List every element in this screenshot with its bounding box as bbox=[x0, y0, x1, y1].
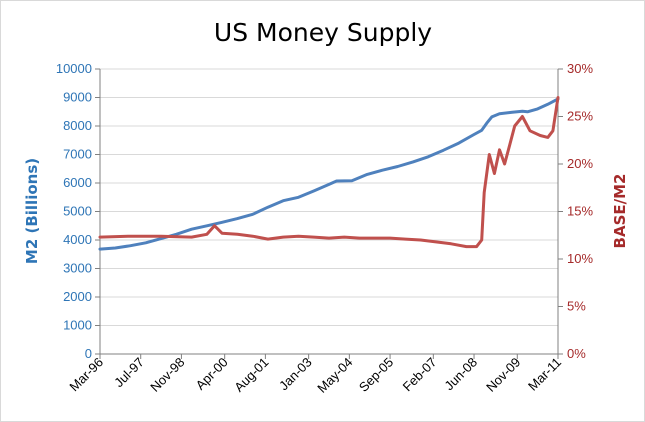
x-tick-label: May-04 bbox=[314, 355, 355, 396]
x-axis-ticks: Mar-96 Jul-97 Nov-98 Apr-00 Aug-01 Jan-03 May-… bbox=[66, 355, 564, 396]
x-tick-label: Apr-00 bbox=[193, 355, 231, 393]
right-tick-label: 5% bbox=[567, 299, 586, 314]
x-tick-label: Aug-01 bbox=[231, 355, 271, 395]
right-tick-label: 20% bbox=[567, 156, 593, 171]
grid bbox=[100, 68, 558, 326]
x-tick-label: Jul-97 bbox=[111, 355, 147, 391]
right-tick-label: 25% bbox=[567, 109, 593, 124]
series-lines bbox=[98, 96, 560, 251]
x-tick-label: Feb-07 bbox=[400, 355, 440, 395]
left-tick-label: 10000 bbox=[56, 61, 92, 76]
x-tick-label: Nov-98 bbox=[147, 355, 187, 395]
x-tick-label: Nov-09 bbox=[483, 355, 523, 395]
left-tick-label: 1000 bbox=[63, 318, 92, 333]
x-tick-label: Mar-11 bbox=[525, 355, 564, 394]
right-axis-label: BASE/M2 bbox=[611, 174, 629, 249]
left-tick-label: 6000 bbox=[63, 175, 92, 190]
x-tick-label: Jun-08 bbox=[441, 355, 480, 394]
left-tick-label: 2000 bbox=[63, 289, 92, 304]
right-tick-label: 30% bbox=[567, 61, 593, 76]
x-tick-label: Jan-03 bbox=[276, 355, 315, 394]
right-tick-label: 15% bbox=[567, 204, 593, 219]
left-tick-label: 9000 bbox=[63, 90, 92, 105]
left-tick-label: 5000 bbox=[63, 204, 92, 219]
right-tick-label: 0% bbox=[567, 346, 586, 361]
left-axis-label: M2 (Billions) bbox=[23, 158, 41, 264]
axes bbox=[95, 68, 563, 359]
left-tick-label: 7000 bbox=[63, 147, 92, 162]
left-tick-label: 4000 bbox=[63, 232, 92, 247]
x-tick-label: Sep-05 bbox=[356, 355, 396, 395]
left-tick-label: 0 bbox=[85, 346, 92, 361]
left-tick-label: 8000 bbox=[63, 118, 92, 133]
base-m2-ratio-line bbox=[98, 96, 560, 249]
chart-title: US Money Supply bbox=[214, 18, 432, 47]
m2-line bbox=[98, 97, 560, 251]
left-axis-ticks: 0 1000 2000 3000 4000 5000 6000 7000 8000 9000 100… bbox=[56, 61, 92, 361]
left-tick-label: 3000 bbox=[63, 261, 92, 276]
right-tick-label: 10% bbox=[567, 251, 593, 266]
right-axis-ticks: 0% 5% 10% 15% 20% 25% 30% bbox=[567, 61, 593, 361]
